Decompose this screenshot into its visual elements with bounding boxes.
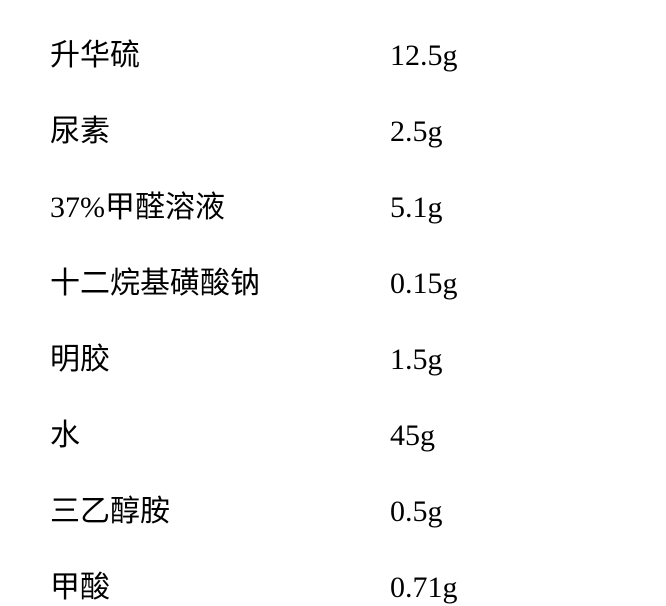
ingredient-row: 三乙醇胺 0.5g: [50, 486, 616, 530]
ingredient-name: 升华硫: [50, 30, 390, 74]
ingredient-row: 明胶 1.5g: [50, 334, 616, 378]
ingredient-amount: 5.1g: [390, 191, 443, 225]
ingredient-amount: 45g: [390, 419, 435, 453]
ingredient-amount: 1.5g: [390, 343, 443, 377]
ingredient-amount: 2.5g: [390, 115, 443, 149]
ingredient-name: 三乙醇胺: [50, 486, 390, 530]
ingredient-name: 37%甲醛溶液: [50, 182, 390, 226]
ingredient-name: 十二烷基磺酸钠: [50, 258, 390, 302]
ingredient-row: 37%甲醛溶液 5.1g: [50, 182, 616, 226]
ingredient-list: 升华硫 12.5g 尿素 2.5g 37%甲醛溶液 5.1g 十二烷基磺酸钠 0…: [50, 30, 616, 606]
ingredient-amount: 12.5g: [390, 39, 458, 73]
ingredient-name: 尿素: [50, 106, 390, 150]
ingredient-name: 水: [50, 410, 390, 454]
ingredient-name: 明胶: [50, 334, 390, 378]
ingredient-amount: 0.5g: [390, 495, 443, 529]
ingredient-row: 十二烷基磺酸钠 0.15g: [50, 258, 616, 302]
ingredient-row: 尿素 2.5g: [50, 106, 616, 150]
ingredient-row: 水 45g: [50, 410, 616, 454]
ingredient-name: 甲酸: [50, 562, 390, 606]
ingredient-row: 升华硫 12.5g: [50, 30, 616, 74]
ingredient-amount: 0.15g: [390, 267, 458, 301]
ingredient-row: 甲酸 0.71g: [50, 562, 616, 606]
